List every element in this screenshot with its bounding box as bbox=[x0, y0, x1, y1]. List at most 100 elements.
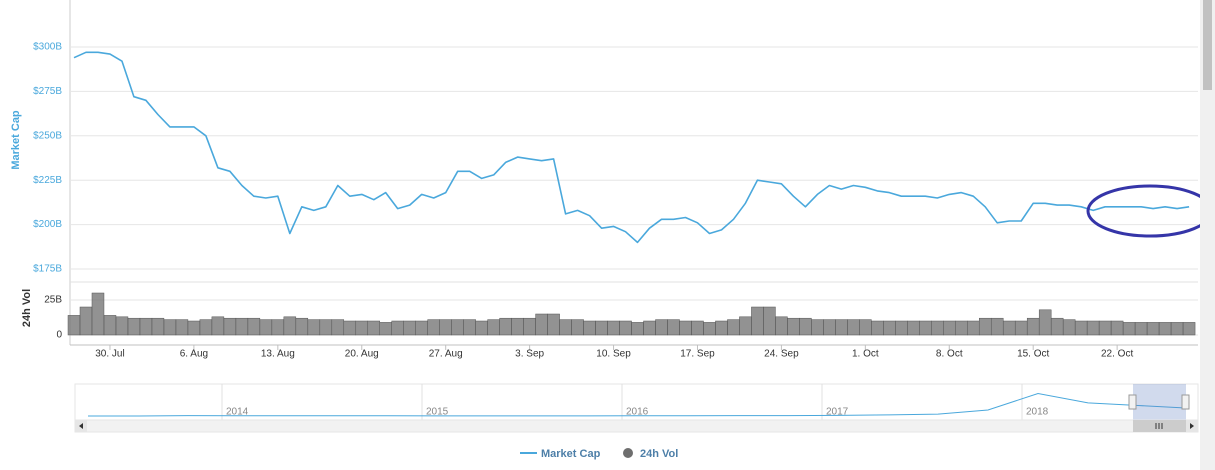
volume-bar bbox=[487, 319, 500, 336]
volume-bar bbox=[787, 317, 800, 336]
volume-bar bbox=[931, 320, 944, 336]
volume-bar bbox=[379, 322, 392, 336]
volume-bar bbox=[1170, 322, 1184, 336]
volume-bar bbox=[439, 319, 452, 336]
navigator-selection[interactable] bbox=[1133, 384, 1186, 420]
x-tick-label: 27. Aug bbox=[429, 349, 463, 360]
volume-bar bbox=[355, 320, 369, 336]
volume-bar bbox=[247, 317, 261, 336]
volume-bar bbox=[763, 306, 776, 336]
volume-bar bbox=[523, 317, 536, 336]
volume-bar bbox=[643, 320, 656, 336]
volume-bar bbox=[259, 319, 273, 336]
volume-bar bbox=[235, 317, 249, 336]
scrollbar-track[interactable] bbox=[74, 419, 1199, 433]
volume-bar bbox=[115, 316, 129, 336]
volume-bar bbox=[547, 313, 560, 336]
volume-bar bbox=[703, 322, 716, 336]
y-tick-label: $225B bbox=[33, 175, 62, 186]
volume-bar bbox=[895, 320, 908, 336]
volume-bar bbox=[1074, 320, 1088, 336]
volume-bar bbox=[667, 319, 680, 336]
x-tick-label: 24. Sep bbox=[764, 349, 799, 360]
volume-bar bbox=[811, 319, 824, 336]
page-scrollbar-thumb[interactable] bbox=[1203, 0, 1212, 90]
volume-bar bbox=[91, 292, 105, 336]
navigator-tick-label: 2014 bbox=[226, 407, 249, 418]
x-tick-label: 6. Aug bbox=[180, 349, 208, 360]
volume-bar bbox=[607, 320, 620, 336]
volume-bar bbox=[739, 316, 752, 336]
x-tick-label: 22. Oct bbox=[1101, 349, 1133, 360]
volume-bar bbox=[415, 320, 428, 336]
navigator-tick-label: 2015 bbox=[426, 407, 449, 418]
volume-bar bbox=[799, 317, 812, 336]
volume-bar bbox=[1086, 320, 1100, 336]
navigator-handle[interactable] bbox=[1181, 394, 1190, 410]
volume-bar bbox=[307, 319, 321, 336]
volume-bar bbox=[1050, 317, 1064, 336]
volume-bar bbox=[883, 320, 896, 336]
volume-bar bbox=[427, 319, 440, 336]
volume-bar bbox=[907, 320, 920, 336]
volume-bar bbox=[127, 317, 141, 336]
volume-bar bbox=[727, 319, 740, 336]
volume-bar bbox=[67, 315, 81, 336]
page-scrollbar[interactable] bbox=[1200, 0, 1215, 470]
y2-tick-label: 25B bbox=[44, 295, 62, 306]
volume-bar bbox=[559, 319, 572, 336]
x-tick-label: 3. Sep bbox=[515, 349, 544, 360]
volume-bar bbox=[1110, 320, 1124, 336]
legend-dot-marker bbox=[623, 448, 633, 458]
volume-bar bbox=[978, 317, 992, 336]
volume-bar bbox=[475, 320, 488, 336]
volume-bar bbox=[175, 319, 189, 336]
volume-bar bbox=[1098, 320, 1112, 336]
volume-bar bbox=[859, 319, 872, 336]
volume-bar bbox=[271, 319, 285, 336]
volume-bar bbox=[295, 317, 309, 336]
volume-bar bbox=[511, 317, 524, 336]
volume-bar bbox=[199, 319, 213, 336]
volume-bar bbox=[571, 319, 584, 336]
volume-bar bbox=[163, 319, 177, 336]
volume-bar bbox=[967, 320, 980, 336]
volume-bar bbox=[955, 320, 968, 336]
x-tick-label: 20. Aug bbox=[345, 349, 379, 360]
volume-bar bbox=[319, 319, 333, 336]
volume-bar bbox=[655, 319, 668, 336]
volume-bar bbox=[535, 313, 548, 336]
volume-bar bbox=[1014, 320, 1028, 336]
x-tick-label: 10. Sep bbox=[596, 349, 631, 360]
volume-bar bbox=[1158, 322, 1172, 336]
volume-bar bbox=[823, 319, 836, 336]
legend-label[interactable]: Market Cap bbox=[541, 448, 601, 460]
volume-bar bbox=[583, 320, 596, 336]
x-tick-label: 30. Jul bbox=[95, 349, 124, 360]
navigator-line bbox=[88, 392, 1189, 417]
x-tick-label: 1. Oct bbox=[852, 349, 879, 360]
legend-label[interactable]: 24h Vol bbox=[640, 448, 678, 460]
volume-bar bbox=[1038, 309, 1052, 336]
plot bbox=[73, 51, 1190, 244]
volume-bar bbox=[463, 319, 476, 336]
volume-bar bbox=[835, 319, 848, 336]
scrollbar-grip bbox=[1155, 423, 1163, 429]
y2-axis-title: 24h Vol bbox=[21, 289, 33, 327]
y-tick-label: $275B bbox=[33, 86, 62, 97]
line-series bbox=[73, 51, 1190, 244]
volume-bar bbox=[283, 316, 297, 336]
volume-bar bbox=[223, 317, 237, 336]
navigator-tick-label: 2018 bbox=[1026, 407, 1049, 418]
navigator-tick-label: 2017 bbox=[826, 407, 849, 418]
x-tick-label: 15. Oct bbox=[1017, 349, 1049, 360]
volume-bar bbox=[691, 320, 704, 336]
volume-bar bbox=[871, 320, 884, 336]
arrow-icon bbox=[79, 423, 83, 429]
x-tick-label: 17. Sep bbox=[680, 349, 715, 360]
y-tick-label: $300B bbox=[33, 42, 62, 53]
navigator-handle[interactable] bbox=[1128, 394, 1137, 410]
x-tick-label: 13. Aug bbox=[261, 349, 295, 360]
volume-bar bbox=[1134, 322, 1148, 336]
volume-bars bbox=[67, 292, 1196, 336]
